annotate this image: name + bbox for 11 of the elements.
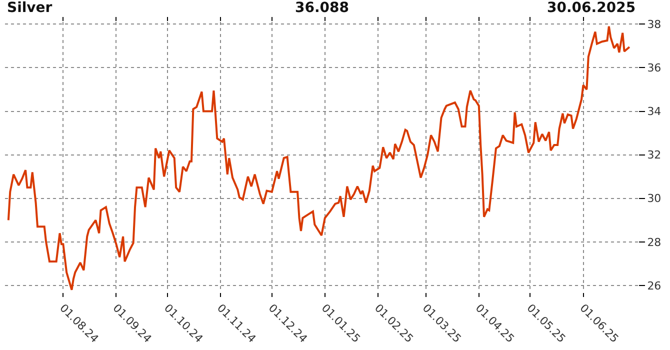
chart-title: Silver <box>7 0 52 16</box>
y-tick-label: 30 <box>647 192 662 206</box>
text: 30.06.2025 <box>547 0 636 16</box>
chart-subtitle: 36.088 <box>295 0 350 16</box>
y-tick-label: 38 <box>647 18 662 32</box>
y-tick-label: 34 <box>647 105 662 118</box>
y-tick-label: 26 <box>647 279 662 292</box>
y-tick-label: 28 <box>647 236 662 249</box>
y-tick-label: 32 <box>647 148 662 162</box>
line-series <box>7 25 630 291</box>
y-tick-label: 36 <box>647 62 662 75</box>
